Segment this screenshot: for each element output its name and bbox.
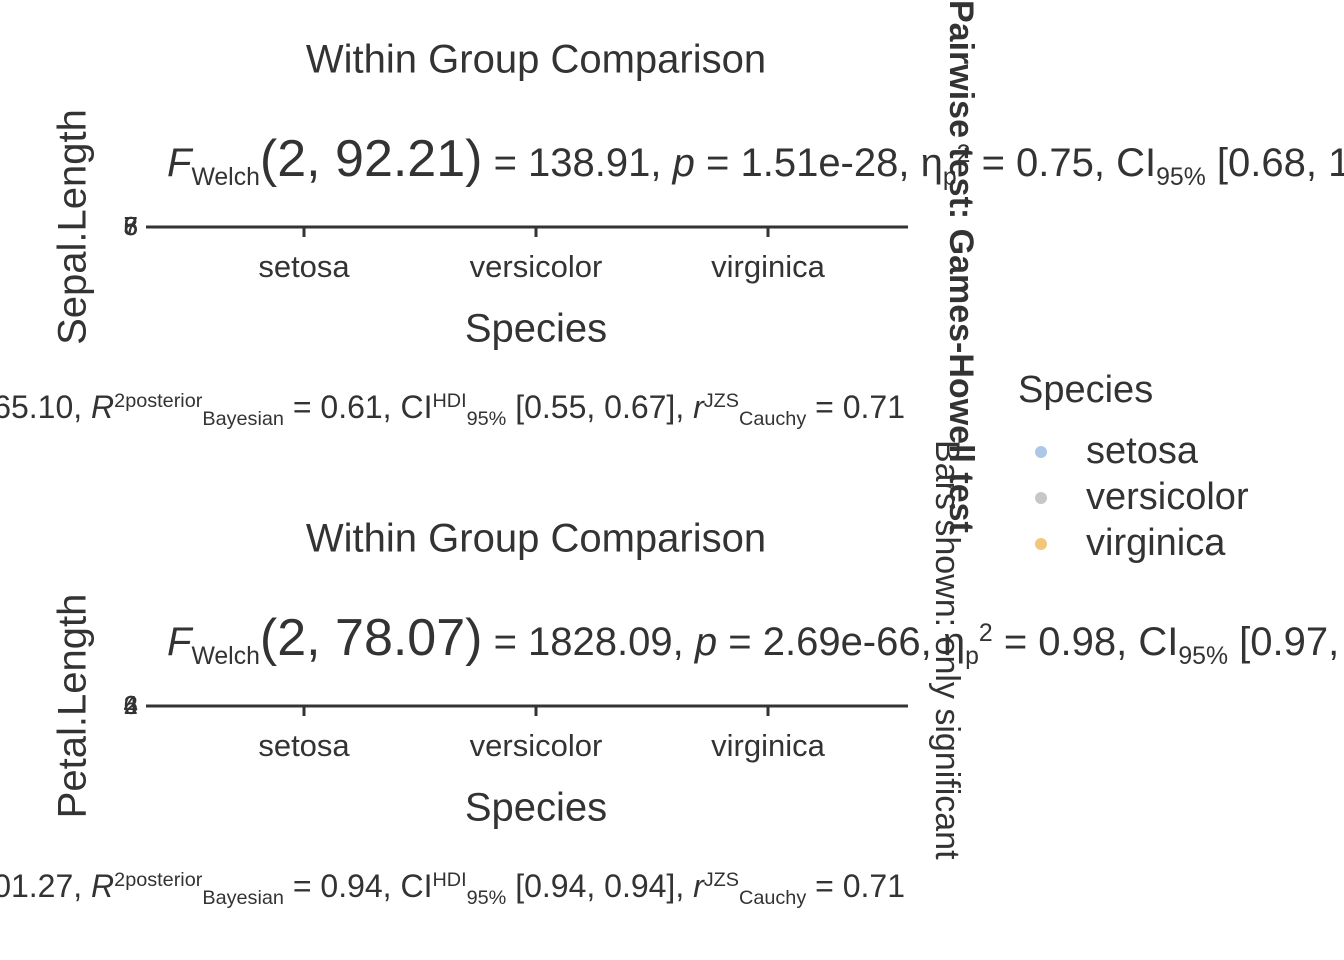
text-part: 95% <box>1178 643 1228 670</box>
text-part: 2 <box>957 141 971 168</box>
text-part: [0.55, 0.67], <box>506 389 693 425</box>
y-tick-label: 7 <box>124 211 138 241</box>
y-tick-label: 5 <box>124 211 138 241</box>
text-part: Bayesian <box>202 408 284 430</box>
text-part: JZS <box>704 390 739 412</box>
text-part: = 1.51e-28, <box>695 141 921 185</box>
text-part: = 0.71 <box>806 868 905 904</box>
x-tick-label: setosa <box>258 728 350 763</box>
text-part: r <box>693 389 705 425</box>
legend-swatch <box>1035 538 1047 550</box>
x-tick-label: versicolor <box>470 249 603 284</box>
subtitle: FWelch(2, 78.07) = 1828.09, p = 2.69e-66… <box>167 609 1339 670</box>
text-part: = 0.61, CI <box>284 389 433 425</box>
text-part: = 0.71 <box>806 389 905 425</box>
text-part: R <box>91 389 114 425</box>
text-part: JZS <box>704 869 739 891</box>
text-part: η <box>943 620 965 664</box>
text-part: [0.94, 0.94], <box>506 868 693 904</box>
text-part: Cauchy <box>739 887 806 909</box>
text-part: 95% <box>467 408 507 430</box>
y-tick-label: 4 <box>124 690 138 720</box>
x-tick-label: setosa <box>258 249 350 284</box>
text-part: = -201.27, <box>0 868 91 904</box>
x-tick-label: versicolor <box>470 728 603 763</box>
text-part: p <box>694 620 717 664</box>
caption: ) = -201.27, R2posteriorBayesian = 0.94,… <box>0 859 905 909</box>
panel-title: Within Group Comparison <box>306 517 766 561</box>
text-part: p <box>943 164 957 191</box>
text-part: HDI <box>432 390 466 412</box>
text-part: = 0.75, CI <box>970 141 1156 185</box>
text-part: 2 <box>114 390 125 412</box>
legend-swatch <box>1035 446 1047 458</box>
legend-label: versicolor <box>1086 476 1249 518</box>
text-part: posterior <box>125 869 203 891</box>
legend-title: Species <box>1018 369 1153 411</box>
text-part: = 1828.09, <box>482 620 694 664</box>
x-tick-label: virginica <box>711 249 825 284</box>
subtitle: FWelch(2, 92.21) = 138.91, p = 1.51e-28,… <box>167 130 1344 191</box>
text-part: HDI <box>432 869 466 891</box>
y-axis-label: Petal.Length <box>51 594 95 819</box>
x-axis-label: Species <box>465 307 607 351</box>
x-axis-label: Species <box>465 786 607 830</box>
text-part: posterior <box>125 390 203 412</box>
text-part: 2 <box>979 620 993 647</box>
text-part: Cauchy <box>739 408 806 430</box>
panel-title: Within Group Comparison <box>306 38 766 82</box>
y-tick-label: 6 <box>124 211 138 241</box>
text-part: = -65.10, <box>0 389 91 425</box>
text-part: p <box>965 643 979 670</box>
x-tick-label: virginica <box>711 728 825 763</box>
text-part: η <box>921 141 943 185</box>
text-part: = 0.94, CI <box>284 868 433 904</box>
text-part: 95% <box>1156 164 1206 191</box>
side-note: Pairwise test: Games-Howell test <box>942 0 980 533</box>
text-part: F <box>167 620 194 664</box>
text-part: Welch <box>191 643 259 670</box>
text-part: = 2.69e-66, <box>717 620 943 664</box>
y-axis-label: Sepal.Length <box>51 109 95 345</box>
legend-label: setosa <box>1086 430 1199 472</box>
text-part: r <box>693 868 705 904</box>
text-part: p <box>672 141 695 185</box>
text-part: (2, 78.07) <box>260 609 483 667</box>
y-tick-label: 2 <box>124 690 138 720</box>
y-tick-label: 6 <box>124 690 138 720</box>
y-tick-label: 8 <box>124 211 138 241</box>
text-part: 2 <box>114 869 125 891</box>
text-part: 95% <box>467 887 507 909</box>
legend-label: virginica <box>1086 522 1226 564</box>
text-part: (2, 92.21) <box>260 130 483 188</box>
text-part: F <box>167 141 194 185</box>
text-part: Welch <box>191 164 259 191</box>
text-part: = 138.91, <box>482 141 672 185</box>
text-part: R <box>91 868 114 904</box>
text-part: Bayesian <box>202 887 284 909</box>
text-part: [0.97, <box>1228 620 1339 664</box>
legend-swatch <box>1035 492 1047 504</box>
caption: ) = -65.10, R2posteriorBayesian = 0.61, … <box>0 380 905 430</box>
text-part: = 0.98, CI <box>993 620 1179 664</box>
text-part: [0.68, 1 <box>1206 141 1344 185</box>
side-note: Bars shown: only significant <box>928 440 966 860</box>
